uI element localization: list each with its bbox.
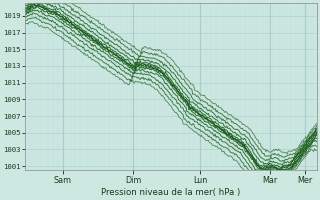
X-axis label: Pression niveau de la mer( hPa ): Pression niveau de la mer( hPa ) [101, 188, 240, 197]
